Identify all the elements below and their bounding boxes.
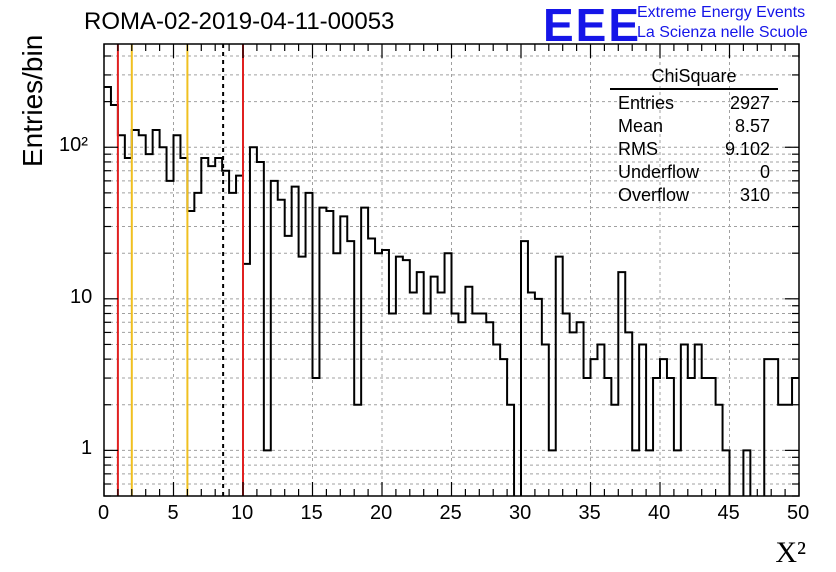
chart-title: ROMA-02-2019-04-11-00053 bbox=[84, 8, 395, 35]
stats-label: Underflow bbox=[618, 162, 700, 182]
x-tick-label: 30 bbox=[509, 502, 532, 524]
stats-value: 0 bbox=[759, 162, 770, 182]
x-tick-label: 15 bbox=[300, 502, 323, 524]
x-tick-label: 5 bbox=[167, 502, 179, 524]
stats-label: Overflow bbox=[618, 185, 690, 205]
eee-logo: EEE bbox=[543, 0, 642, 51]
stats-box: ChiSquare Entries 2927 Mean 8.57 RMS 9.102 … bbox=[610, 66, 778, 207]
x-tick-label: 20 bbox=[370, 502, 393, 524]
x-tick-label: 0 bbox=[98, 502, 110, 524]
x-axis-label: X² bbox=[775, 536, 806, 569]
x-tick-label: 50 bbox=[787, 502, 810, 524]
stats-value: 8.57 bbox=[734, 116, 770, 136]
stats-value: 9.102 bbox=[724, 139, 770, 159]
x-tick-label: 25 bbox=[439, 502, 462, 524]
stats-value: 310 bbox=[739, 185, 770, 205]
logo-line-1: Extreme Energy Events bbox=[637, 4, 806, 21]
histogram-line bbox=[104, 85, 799, 496]
x-tick-label: 40 bbox=[648, 502, 671, 524]
x-tick-label: 10 bbox=[231, 502, 254, 524]
y-tick-label: 10 bbox=[70, 285, 93, 308]
x-tick-label: 45 bbox=[717, 502, 740, 524]
logo-line-2: La Scienza nelle Scuole bbox=[637, 24, 808, 41]
y-tick-label: 10² bbox=[59, 134, 88, 157]
stats-row: Entries 2927 bbox=[610, 92, 778, 115]
stats-row: RMS 9.102 bbox=[610, 138, 778, 161]
stats-value: 2927 bbox=[729, 93, 770, 113]
reference-lines bbox=[116, 44, 244, 496]
y-axis-label: Entries/bin bbox=[17, 34, 48, 167]
y-tick-label: 1 bbox=[81, 437, 93, 460]
stats-row: Overflow 310 bbox=[610, 184, 778, 207]
axes bbox=[103, 43, 800, 497]
stats-row: Underflow 0 bbox=[610, 161, 778, 184]
stats-label: RMS bbox=[618, 139, 658, 159]
stats-row: Mean 8.57 bbox=[610, 115, 778, 138]
stats-label: Mean bbox=[618, 116, 664, 136]
stats-label: Entries bbox=[618, 93, 675, 113]
histogram bbox=[104, 85, 799, 496]
stats-title: ChiSquare bbox=[610, 66, 778, 90]
x-tick-label: 35 bbox=[578, 502, 601, 524]
grid bbox=[104, 44, 799, 496]
